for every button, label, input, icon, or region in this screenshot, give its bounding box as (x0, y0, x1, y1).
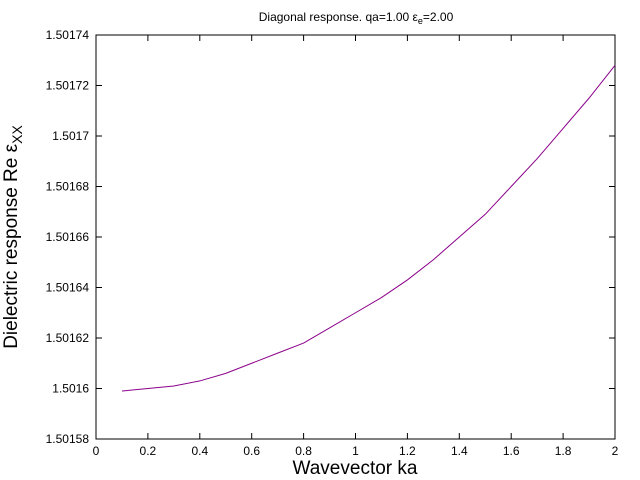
x-tick-label: 0.4 (191, 444, 208, 458)
y-axis-ticks: 1.50158 1.5016 1.50162 1.50164 1.50166 1.5016… (46, 28, 615, 446)
y-axis-epsilon-subscript: XX (9, 125, 25, 144)
x-tick-label: 0 (93, 444, 100, 458)
series-line-dielectric-response (121, 64, 616, 392)
y-tick-label: 1.50158 (46, 432, 90, 446)
chart-title: Diagonal response. qa=1.00 εe=2.00 (259, 10, 454, 26)
x-tick-label: 0.8 (295, 444, 312, 458)
x-tick-label: 0.2 (140, 444, 157, 458)
title-prefix: Diagonal response. qa=1.00 (259, 10, 413, 24)
title-suffix: =2.00 (423, 10, 454, 24)
y-axis-epsilon-symbol: ε (1, 143, 22, 152)
y-tick-label: 1.5017 (52, 129, 89, 143)
y-axis-title: Dielectric response Re εXX (1, 125, 25, 349)
x-axis-ticks: 0 0.2 0.4 0.6 0.8 1 1.2 1.4 1.6 1.8 2 (93, 35, 619, 458)
x-axis-title: Wavevector ka (293, 458, 418, 479)
x-tick-label: 1 (352, 444, 359, 458)
y-tick-label: 1.50164 (46, 281, 90, 295)
y-axis-title-text: Dielectric response Re (1, 152, 22, 348)
title-epsilon-symbol: ε (413, 10, 419, 24)
plot-frame (95, 34, 616, 440)
x-tick-label: 1.6 (503, 444, 520, 458)
y-tick-label: 1.5016 (52, 382, 89, 396)
y-tick-label: 1.50162 (46, 331, 90, 345)
x-tick-label: 1.4 (451, 444, 468, 458)
x-tick-label: 2 (612, 444, 619, 458)
x-tick-label: 0.6 (243, 444, 260, 458)
y-tick-label: 1.50172 (46, 79, 90, 93)
y-tick-label: 1.50174 (46, 28, 90, 42)
y-tick-label: 1.50168 (46, 180, 90, 194)
x-tick-label: 1.2 (399, 444, 416, 458)
title-epsilon-subscript: e (418, 16, 423, 26)
x-tick-label: 1.8 (555, 444, 572, 458)
y-tick-label: 1.50166 (46, 230, 90, 244)
